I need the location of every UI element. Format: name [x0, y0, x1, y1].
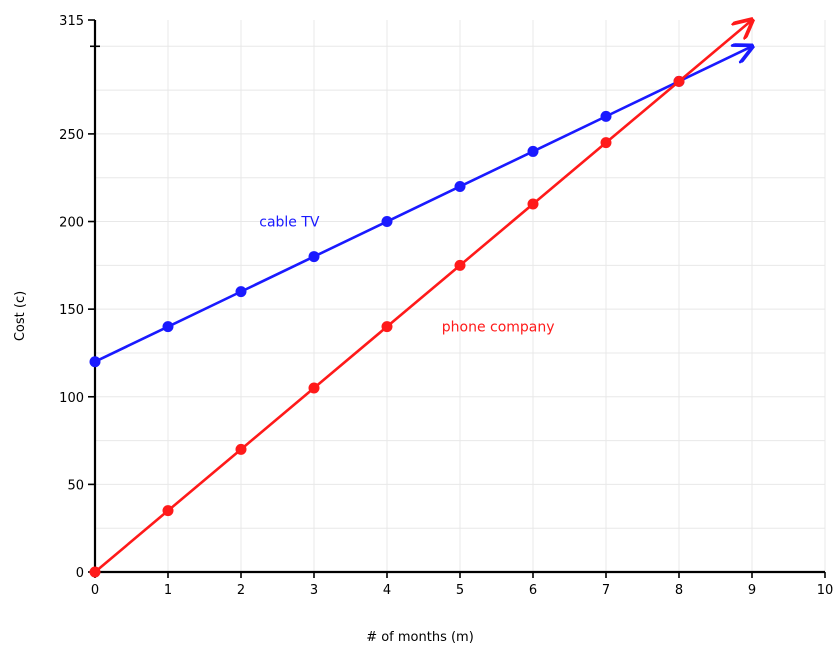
x-axis-label: # of months (m)	[366, 630, 474, 645]
x-tick-label-1: 1	[164, 583, 172, 598]
cable-tv-point-0	[89, 356, 101, 368]
x-tick-label-0: 0	[91, 583, 99, 598]
phone-company-point-5	[454, 259, 466, 271]
cable-tv-point-3	[308, 251, 320, 263]
phone-company-point-3	[308, 382, 320, 394]
y-tick-label-0: 0	[76, 566, 84, 581]
grid	[95, 20, 826, 572]
x-tick-label-5: 5	[456, 583, 464, 598]
y-tick-label-50: 50	[67, 478, 84, 493]
x-tick-label-10: 10	[817, 583, 834, 598]
phone-company-arrow	[678, 20, 752, 83]
cable-tv-series-label: cable TV	[259, 215, 320, 231]
phone-company-point-2	[235, 443, 247, 455]
phone-company-point-7	[600, 137, 612, 149]
x-tick-label-2: 2	[237, 583, 245, 598]
cable-tv-point-6	[527, 145, 539, 157]
phone-company-point-4	[381, 321, 393, 333]
x-tick-label-7: 7	[602, 583, 610, 598]
series	[89, 20, 753, 578]
y-tick-label-250: 250	[59, 128, 84, 143]
phone-company-point-0	[89, 566, 101, 578]
cable-tv-point-1	[162, 321, 174, 333]
cable-tv-arrow	[678, 46, 752, 83]
cable-tv-point-5	[454, 180, 466, 192]
phone-company-point-1	[162, 505, 174, 517]
x-tick-label-6: 6	[529, 583, 537, 598]
y-axis-label: Cost (c)	[13, 291, 28, 341]
y-tick-label-315: 315	[59, 14, 84, 29]
phone-company-point-6	[527, 198, 539, 210]
x-tick-label-4: 4	[383, 583, 391, 598]
y-tick-label-150: 150	[59, 303, 84, 318]
cable-tv-point-7	[600, 110, 612, 122]
y-tick-label-100: 100	[59, 391, 84, 406]
x-tick-label-3: 3	[310, 583, 318, 598]
x-tick-label-8: 8	[675, 583, 683, 598]
x-tick-label-9: 9	[748, 583, 756, 598]
cable-tv-point-4	[381, 216, 393, 228]
axes	[88, 19, 826, 578]
cable-tv-point-2	[235, 286, 247, 298]
phone-company-series-label: phone company	[442, 320, 555, 336]
y-tick-label-200: 200	[59, 216, 84, 231]
phone-company-point-8	[673, 75, 685, 87]
